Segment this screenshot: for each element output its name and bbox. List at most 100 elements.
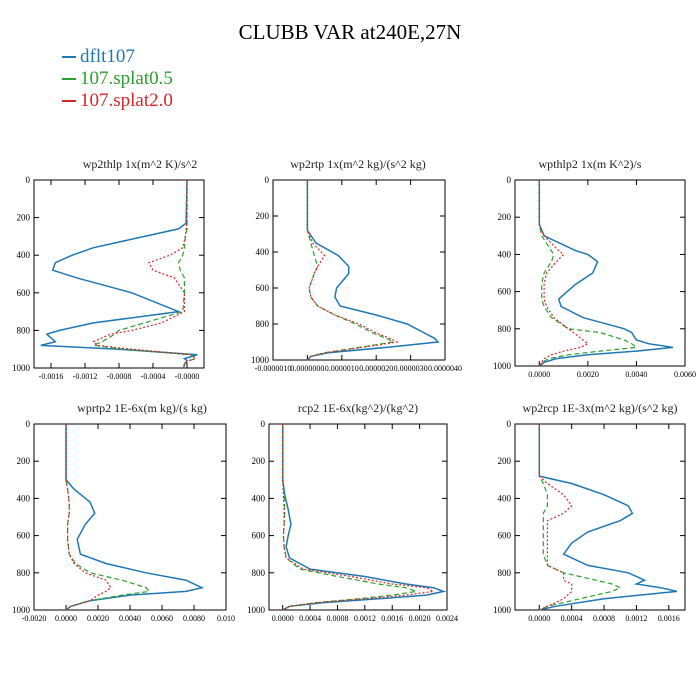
- panel-title-3: wpthlp2 1x(m K^2)/s: [539, 157, 642, 171]
- series-line-107-splat2-0: [538, 424, 573, 611]
- y-tick-label: 600: [17, 531, 31, 541]
- series-line-107-splat0-5: [538, 180, 638, 367]
- y-tick-label: 600: [252, 531, 266, 541]
- x-tick-label: 0.0000030: [394, 364, 428, 373]
- panel-2: wp2rtp 1x(m^2 kg)/(s^2 kg) 0 200 400 600 800 1…: [251, 157, 462, 373]
- x-tick-label: -0.0000: [175, 372, 200, 381]
- y-tick-label: 800: [498, 568, 512, 578]
- panel-frame-5: [268, 423, 448, 611]
- panel-4: wprtp2 1E-6x(m kg)/(s kg) 0 200 400 600 800 10…: [12, 401, 235, 623]
- legend-swatch-splat05: [62, 78, 76, 80]
- y-tick-label: 800: [498, 324, 512, 334]
- y-tick-label: 1000: [251, 355, 270, 365]
- legend-item-splat20: 107.splat2.0: [62, 90, 173, 112]
- x-tick-label: -0.0004: [141, 372, 166, 381]
- y-tick-label: 1000: [493, 361, 512, 371]
- panel-frame-2: [272, 179, 446, 361]
- x-tick-label: -0.0008: [107, 372, 132, 381]
- x-tick-label: -0.0000010: [255, 364, 292, 373]
- x-tick-label: 0.010: [217, 614, 235, 623]
- x-tick-label: 0.0024: [436, 614, 458, 623]
- x-tick-label: 0.0000010: [325, 364, 359, 373]
- y-tick-label: 1000: [493, 605, 512, 615]
- legend-label-dflt107: dflt107: [80, 46, 135, 67]
- y-tick-label: 400: [498, 493, 512, 503]
- y-tick-label: 200: [498, 456, 512, 466]
- panel-frame-3: [514, 179, 686, 367]
- series-line-dflt107: [538, 180, 674, 367]
- panel-5: rcp2 1E-6x(kg^2)/(kg^2) 0 200 400 600 800 1000…: [247, 401, 458, 623]
- x-tick-label: 0.0060: [151, 614, 173, 623]
- y-tick-label: 200: [17, 456, 31, 466]
- x-tick-label: 0.0012: [354, 614, 376, 623]
- series-line-107-splat2-0: [282, 424, 436, 611]
- x-tick-label: 0.0000000: [290, 364, 324, 373]
- panel-1: wp2thlp 1x(m^2 K)/s^2 0 200 400 600 800 1000 -0…: [12, 157, 205, 381]
- y-tick-label: 200: [17, 213, 31, 223]
- legend-label-splat20: 107.splat2.0: [80, 90, 173, 111]
- panel-6: wp2rcp 1E-3x(m^2 kg)/(s^2 kg) 0 200 400 600 8…: [493, 401, 686, 623]
- y-tick-label: 800: [17, 568, 31, 578]
- y-tick-label: 600: [256, 283, 270, 293]
- legend-item-splat05: 107.splat0.5: [62, 68, 173, 90]
- x-tick-label: 0.0004: [561, 614, 583, 623]
- y-tick-label: 200: [498, 212, 512, 222]
- legend-item-dflt107: dflt107: [62, 46, 173, 68]
- y-tick-label: 800: [256, 319, 270, 329]
- x-tick-label: 0.0000: [528, 370, 550, 379]
- x-tick-label: -0.0020: [22, 614, 47, 623]
- y-tick-label: 0: [26, 175, 31, 185]
- y-tick-label: 400: [498, 249, 512, 259]
- legend-swatch-splat20: [62, 100, 76, 102]
- y-tick-label: 200: [252, 456, 266, 466]
- y-tick-label: 400: [17, 493, 31, 503]
- panel-title-1: wp2thlp 1x(m^2 K)/s^2: [83, 157, 198, 171]
- x-tick-label: 0.0020: [409, 614, 431, 623]
- legend-swatch-dflt107: [62, 56, 76, 58]
- series-line-107-splat0-5: [306, 180, 396, 361]
- y-tick-label: 800: [252, 568, 266, 578]
- panel-frame-1: [33, 179, 205, 369]
- x-tick-label: 0.0004: [299, 614, 321, 623]
- series-line-107-splat2-0: [92, 180, 197, 369]
- x-tick-label: 0.0016: [658, 614, 680, 623]
- figure-title: CLUBB VAR at240E,27N: [238, 20, 462, 44]
- series-line-dflt107: [281, 424, 447, 611]
- panel-3: wpthlp2 1x(m K^2)/s 0 200 400 600 800 1000 0.00…: [493, 157, 696, 379]
- legend-label-splat05: 107.splat0.5: [80, 68, 173, 89]
- y-tick-label: 800: [17, 325, 31, 335]
- y-tick-label: 400: [256, 247, 270, 257]
- x-tick-label: 0.0040: [625, 370, 647, 379]
- y-tick-label: 1000: [12, 605, 31, 615]
- panel-title-6: wp2rcp 1E-3x(m^2 kg)/(s^2 kg): [523, 401, 678, 415]
- x-tick-label: 0.0040: [119, 614, 141, 623]
- y-tick-label: 0: [265, 175, 270, 185]
- series-line-dflt107: [538, 424, 678, 611]
- x-tick-label: 0.0020: [87, 614, 109, 623]
- y-tick-label: 600: [498, 531, 512, 541]
- x-tick-label: 0.0000: [55, 614, 77, 623]
- panel-title-2: wp2rtp 1x(m^2 kg)/(s^2 kg): [290, 157, 426, 171]
- y-tick-label: 400: [252, 493, 266, 503]
- x-tick-label: 0.0000: [272, 614, 294, 623]
- series-line-dflt107: [40, 179, 198, 369]
- x-tick-label: 0.0008: [593, 614, 615, 623]
- series-line-107-splat2-0: [538, 180, 590, 367]
- y-tick-label: 0: [261, 419, 266, 429]
- x-tick-label: 0.0060: [674, 370, 696, 379]
- y-tick-label: 1000: [12, 363, 31, 373]
- y-tick-label: 400: [17, 250, 31, 260]
- x-tick-label: 0.0000020: [359, 364, 393, 373]
- x-tick-label: 0.0012: [625, 614, 647, 623]
- panel-frame-6: [514, 423, 686, 611]
- y-tick-label: 0: [507, 419, 512, 429]
- x-tick-label: -0.0012: [73, 372, 98, 381]
- series-line-107-splat2-0: [306, 180, 399, 361]
- panel-title-4: wprtp2 1E-6x(m kg)/(s kg): [77, 401, 207, 415]
- x-tick-label: -0.0016: [39, 372, 64, 381]
- x-tick-label: 0.0080: [183, 614, 205, 623]
- legend: dflt107 107.splat0.5 107.splat2.0: [62, 46, 173, 112]
- x-tick-label: 0.0008: [326, 614, 348, 623]
- series-line-dflt107: [65, 424, 205, 611]
